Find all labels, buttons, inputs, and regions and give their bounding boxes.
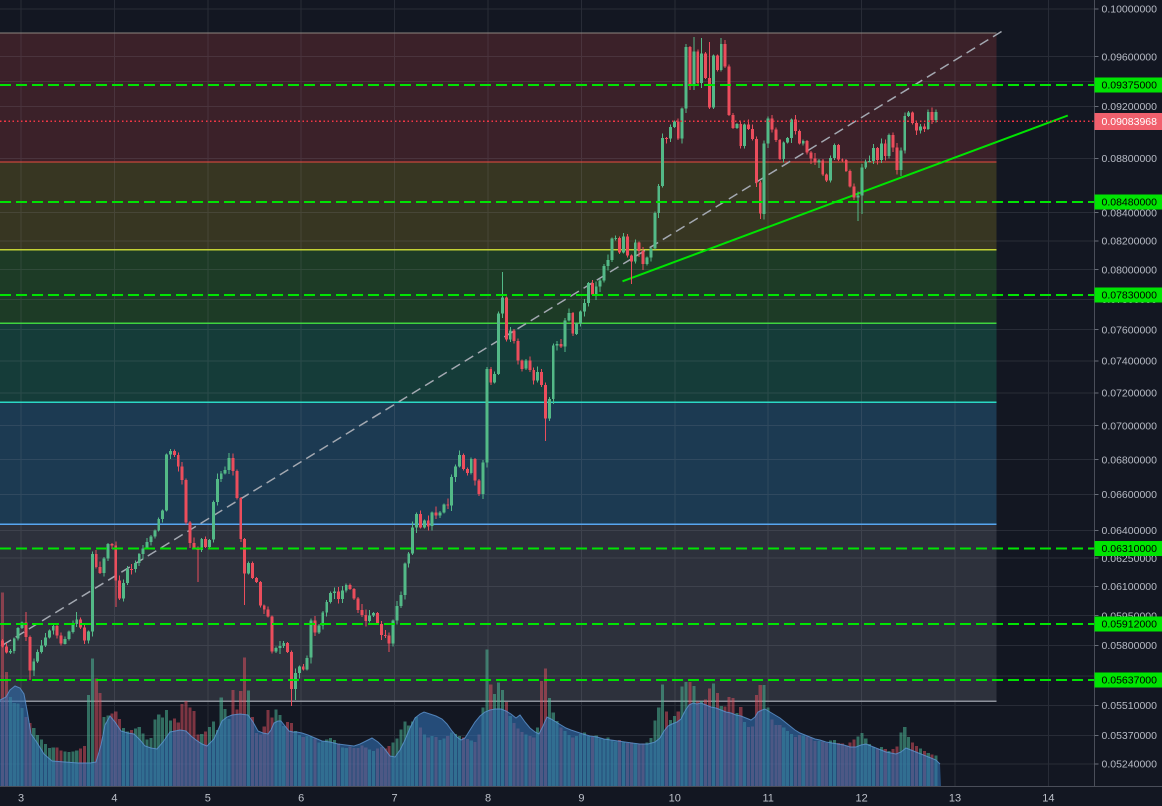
svg-text:3: 3 (18, 793, 24, 805)
svg-text:0.08480000: 0.08480000 (1102, 197, 1158, 209)
svg-text:13: 13 (949, 793, 961, 805)
svg-text:0.05240000: 0.05240000 (1102, 759, 1158, 771)
svg-text:5: 5 (205, 793, 211, 805)
svg-text:0.08400000: 0.08400000 (1102, 207, 1158, 219)
svg-text:4: 4 (111, 793, 117, 805)
svg-text:0.06100000: 0.06100000 (1102, 581, 1158, 593)
svg-text:9: 9 (578, 793, 584, 805)
svg-text:0.08000000: 0.08000000 (1102, 264, 1158, 276)
svg-text:0.07000000: 0.07000000 (1102, 420, 1158, 432)
svg-text:0.09200000: 0.09200000 (1102, 101, 1158, 113)
svg-text:11: 11 (762, 793, 773, 805)
svg-text:0.05637000: 0.05637000 (1102, 675, 1158, 687)
svg-text:0.07600000: 0.07600000 (1102, 324, 1158, 336)
svg-text:0.06310000: 0.06310000 (1102, 543, 1158, 555)
svg-text:0.09375000: 0.09375000 (1102, 80, 1158, 92)
svg-text:0.05800000: 0.05800000 (1102, 640, 1158, 652)
svg-text:14: 14 (1042, 793, 1054, 805)
svg-text:0.10000000: 0.10000000 (1102, 4, 1158, 16)
svg-text:0.08800000: 0.08800000 (1102, 153, 1158, 165)
svg-text:0.08200000: 0.08200000 (1102, 236, 1158, 248)
svg-text:0.05510000: 0.05510000 (1102, 700, 1158, 712)
svg-text:0.09083968: 0.09083968 (1102, 116, 1158, 128)
svg-text:6: 6 (298, 793, 304, 805)
svg-text:7: 7 (392, 793, 398, 805)
svg-text:0.07830000: 0.07830000 (1102, 290, 1158, 302)
svg-text:0.06600000: 0.06600000 (1102, 489, 1158, 501)
svg-text:0.06800000: 0.06800000 (1102, 454, 1158, 466)
svg-text:8: 8 (485, 793, 491, 805)
svg-text:10: 10 (669, 793, 681, 805)
svg-text:0.05912000: 0.05912000 (1102, 619, 1158, 631)
svg-text:0.07200000: 0.07200000 (1102, 388, 1158, 400)
svg-text:0.06400000: 0.06400000 (1102, 525, 1158, 537)
svg-text:0.05370000: 0.05370000 (1102, 730, 1158, 742)
svg-text:0.07400000: 0.07400000 (1102, 356, 1158, 368)
svg-text:0.09600000: 0.09600000 (1102, 51, 1158, 63)
svg-text:12: 12 (855, 793, 867, 805)
